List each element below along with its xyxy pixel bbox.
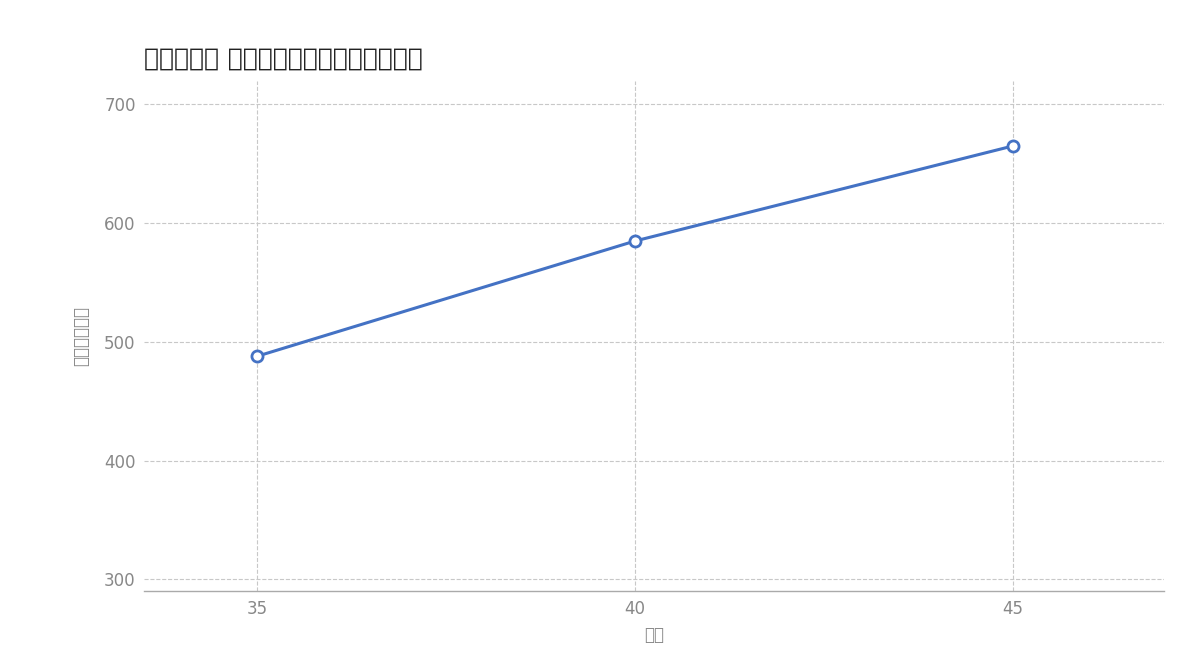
Text: 山崎製パン ルートドライバーの年収推移: 山崎製パン ルートドライバーの年収推移: [144, 47, 422, 71]
X-axis label: 年齢: 年齢: [644, 626, 664, 644]
Y-axis label: 年収（万円）: 年収（万円）: [72, 306, 90, 366]
